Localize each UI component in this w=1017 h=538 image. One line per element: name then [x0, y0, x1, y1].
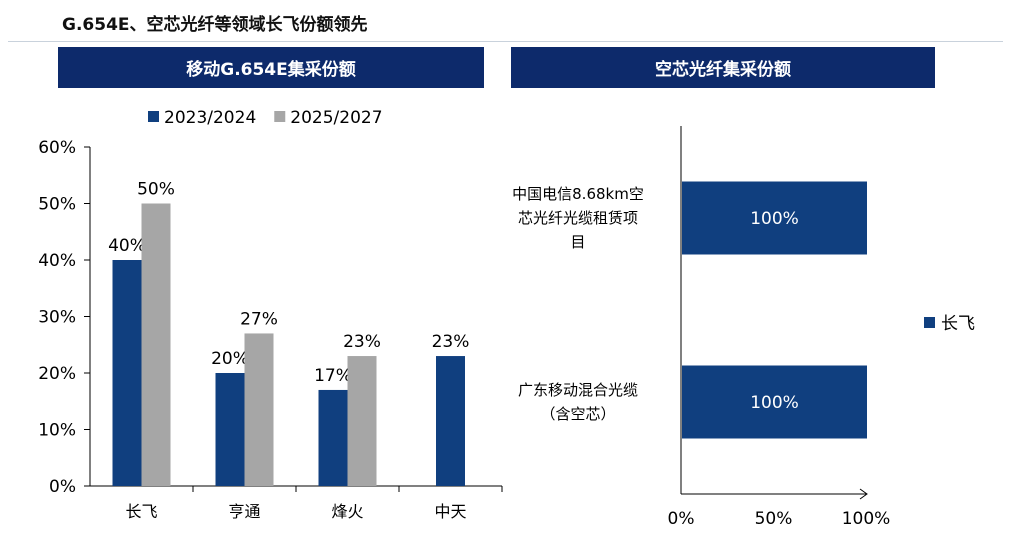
category-label-line: 广东移动混合光缆: [518, 381, 638, 399]
legend-swatch: [148, 111, 159, 122]
data-label: 27%: [240, 309, 278, 329]
legend-label: 2023/2024: [164, 108, 256, 128]
data-label: 20%: [211, 349, 249, 369]
category-label: 广东移动混合光缆 （含空芯）: [518, 381, 638, 423]
legend-swatch: [274, 111, 286, 122]
legend-label: 2025/2027: [290, 108, 382, 128]
bar: [112, 260, 142, 486]
category-label-line: 中国电信8.68km空: [512, 185, 644, 203]
y-tick-label: 50%: [38, 195, 76, 215]
data-label: 100%: [750, 393, 799, 413]
page-title: G.654E、空芯光纤等领域长飞份额领先: [62, 15, 368, 35]
y-tick-label: 60%: [38, 138, 76, 158]
data-label: 17%: [314, 366, 352, 386]
category-label-line: （含空芯）: [540, 405, 615, 423]
data-label: 23%: [432, 332, 470, 352]
category-label-line: 目: [570, 233, 585, 251]
bar: [682, 365, 867, 439]
y-tick-label: 30%: [38, 308, 76, 328]
legend-swatch: [924, 317, 935, 328]
bar: [436, 356, 465, 486]
y-tick-label: 0%: [49, 477, 76, 497]
title-divider: [8, 41, 1003, 42]
bar: [347, 356, 377, 486]
x-tick-label: 100%: [842, 509, 891, 529]
x-tick-label: 50%: [755, 509, 793, 529]
right-chart-header: 空芯光纤集采份额: [511, 47, 935, 88]
bar: [682, 181, 867, 255]
data-label: 40%: [108, 236, 146, 256]
y-tick-label: 20%: [38, 364, 76, 384]
legend-label: 长飞: [941, 314, 975, 334]
y-tick-label: 10%: [38, 421, 76, 441]
data-label: 50%: [137, 180, 175, 200]
y-tick-label: 40%: [38, 251, 76, 271]
bar: [244, 333, 274, 486]
category-label: 烽火: [331, 502, 363, 521]
category-label-line: 芯光纤光缆租赁项: [518, 209, 638, 227]
category-label: 中天: [434, 502, 466, 521]
x-axis-arrow: [859, 488, 868, 500]
bar: [141, 203, 171, 486]
bar: [318, 389, 348, 486]
category-label: 亨通: [228, 502, 260, 521]
category-label: 长飞: [125, 502, 157, 521]
bar: [215, 373, 245, 486]
data-label: 23%: [343, 332, 381, 352]
x-tick-label: 0%: [668, 509, 695, 529]
data-label: 100%: [750, 209, 799, 229]
left-chart-header: 移动G.654E集采份额: [58, 47, 484, 88]
